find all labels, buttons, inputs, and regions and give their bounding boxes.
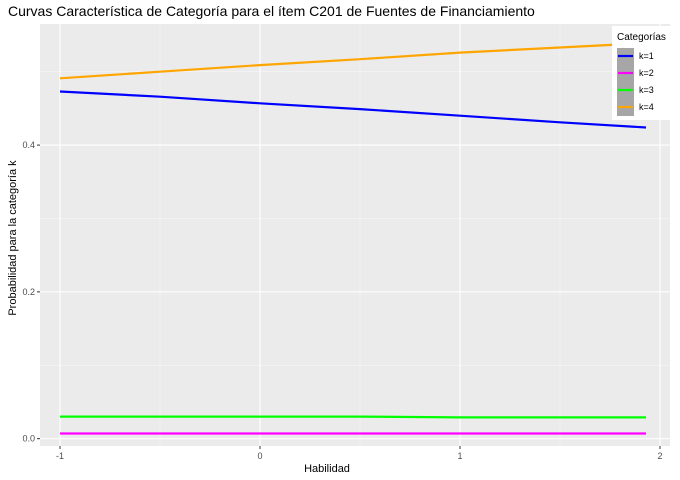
x-axis: -1 0 1 2 <box>56 446 663 461</box>
chart-title: Curvas Característica de Categoría para … <box>8 3 535 19</box>
legend-label: k=2 <box>639 68 654 78</box>
y-tick-label: 0.4 <box>22 140 35 150</box>
legend-title: Categorías <box>617 32 666 43</box>
legend-label: k=1 <box>639 51 654 61</box>
x-tick-label: -1 <box>56 451 64 461</box>
y-tick-label: 0.2 <box>22 287 35 297</box>
legend-label: k=4 <box>639 102 654 112</box>
legend-label: k=3 <box>639 85 654 95</box>
plot-background <box>40 24 670 446</box>
major-gridlines <box>40 24 670 446</box>
x-axis-title: Habilidad <box>304 463 350 475</box>
series-line-k3 <box>60 415 646 419</box>
x-tick-label: 2 <box>657 451 662 461</box>
series-line-k1 <box>59 90 647 129</box>
legend-items: k=1 k=2 k=3 k=4 <box>617 48 654 116</box>
y-axis-title: Probabilidad para la categoría k <box>7 160 19 316</box>
legend: Categorías k=1 k=2 k=3 k=4 <box>612 26 678 120</box>
x-tick-label: 1 <box>457 451 462 461</box>
y-axis: 0.0 0.2 0.4 <box>22 140 40 444</box>
series-lines <box>59 42 647 435</box>
series-line-k4 <box>59 42 647 80</box>
y-tick-label: 0.0 <box>22 434 35 444</box>
x-tick-label: 0 <box>257 451 262 461</box>
